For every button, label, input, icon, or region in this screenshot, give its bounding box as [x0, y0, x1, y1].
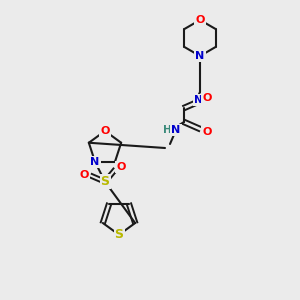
- Text: O: O: [202, 127, 212, 137]
- Text: O: O: [202, 93, 212, 103]
- Text: O: O: [100, 126, 110, 136]
- Text: S: S: [100, 175, 109, 188]
- Text: S: S: [115, 228, 124, 241]
- Text: N: N: [90, 157, 100, 167]
- Text: O: O: [79, 170, 89, 180]
- Text: N: N: [171, 125, 181, 135]
- Text: O: O: [116, 162, 126, 172]
- Text: H: H: [163, 125, 171, 135]
- Text: NH: NH: [194, 95, 212, 105]
- Text: O: O: [195, 15, 205, 25]
- Text: N: N: [195, 51, 205, 61]
